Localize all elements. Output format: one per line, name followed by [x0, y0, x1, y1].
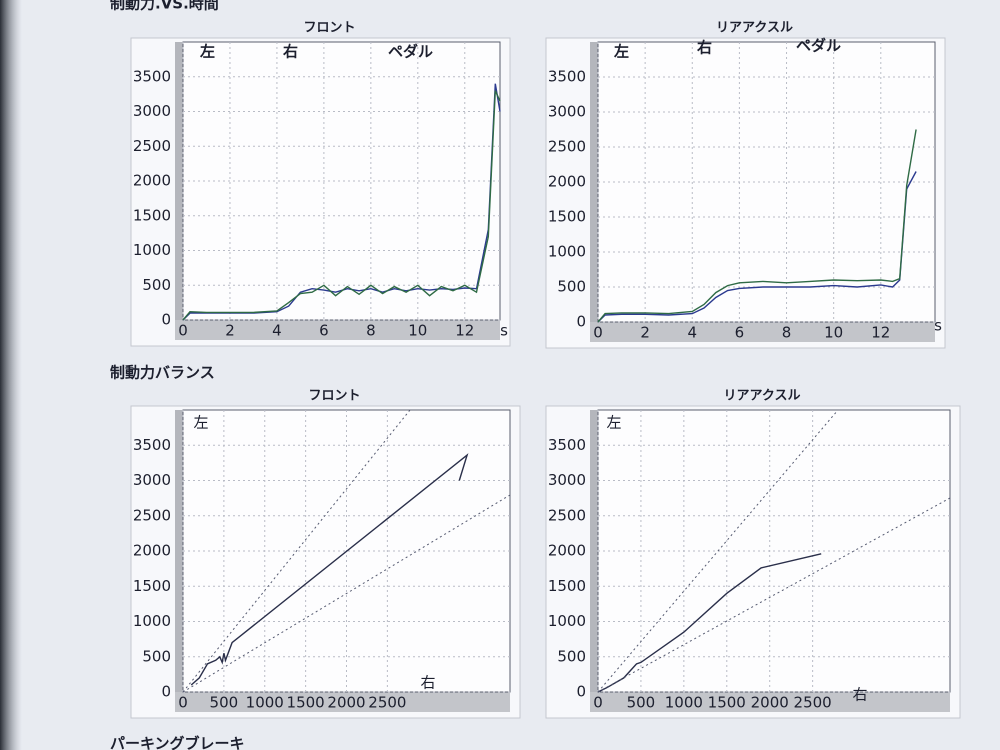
- x-tick-label: 2: [640, 324, 650, 342]
- legend-label: 左: [199, 43, 215, 61]
- y-tick-label: 3500: [548, 436, 586, 454]
- y-tick-label: 2000: [548, 173, 586, 191]
- x-tick-label: 6: [319, 322, 329, 340]
- x-tick-label: 8: [366, 322, 376, 340]
- y-tick-label: 1000: [548, 612, 586, 630]
- y-tick-label: 500: [557, 647, 586, 665]
- x-tick-label: 500: [210, 694, 239, 712]
- x-tick-label: 10: [824, 324, 843, 342]
- y-tick-label: 3000: [133, 102, 171, 120]
- x-tick-label: 1000: [665, 694, 703, 712]
- x-tick-label: 10: [408, 322, 427, 340]
- y-tick-label: 500: [142, 276, 171, 294]
- y-tick-label: 3000: [133, 471, 171, 489]
- axis-strip: [175, 692, 510, 712]
- plot-area: [182, 41, 501, 321]
- y-tick-label: 3500: [133, 67, 171, 85]
- x-axis-label: s: [500, 322, 508, 340]
- axis-strip: [590, 692, 950, 712]
- data-line: [597, 129, 917, 323]
- x-tick-label: 0: [593, 324, 603, 342]
- y-tick-label: 500: [142, 647, 171, 665]
- x-axis-label: 右: [852, 686, 867, 704]
- x-tick-label: 4: [687, 324, 697, 342]
- binder-edge: [0, 0, 22, 750]
- y-tick-label: 1500: [548, 577, 586, 595]
- guide-line: [182, 494, 511, 693]
- x-tick-label: 4: [272, 322, 282, 340]
- x-tick-label: 6: [735, 324, 745, 342]
- y-tick-label: 2500: [548, 138, 586, 156]
- chart-title: リアアクスル: [716, 21, 793, 36]
- y-tick-label: 0: [161, 683, 171, 701]
- y-tick-label: 3000: [548, 103, 586, 121]
- y-tick-label: 1500: [133, 206, 171, 224]
- axis-strip: [590, 322, 935, 342]
- x-tick-label: 12: [871, 324, 890, 342]
- x-tick-label: 0: [593, 694, 603, 712]
- axis-strip: [590, 410, 598, 692]
- guide-line: [182, 409, 411, 693]
- x-axis-label: s: [934, 317, 942, 335]
- section-heading: パーキングブレーキ: [110, 735, 245, 750]
- y-tick-label: 3500: [548, 68, 586, 86]
- chart-title: リアアクスル: [724, 389, 801, 404]
- x-tick-label: 8: [782, 324, 792, 342]
- balance-line: [190, 453, 469, 686]
- y-axis-label: 左: [193, 414, 208, 432]
- x-tick-label: 0: [178, 694, 188, 712]
- legend-label: ペダル: [796, 37, 841, 55]
- y-tick-label: 3500: [133, 436, 171, 454]
- section-heading: 制動力.VS.時間: [110, 0, 219, 13]
- y-tick-label: 1000: [133, 241, 171, 259]
- legend-label: 左: [613, 43, 629, 61]
- balance-guides: [182, 409, 951, 693]
- axis-strip: [175, 410, 183, 692]
- section-heading: 制動力バランス: [110, 364, 215, 382]
- x-tick-label: 2500: [368, 694, 406, 712]
- x-tick-label: 500: [627, 694, 656, 712]
- x-tick-label: 1500: [708, 694, 746, 712]
- y-tick-label: 1500: [133, 577, 171, 595]
- chart-title: フロント: [308, 389, 360, 404]
- data-line: [182, 90, 501, 321]
- x-tick-label: 2000: [751, 694, 789, 712]
- x-tick-label: 12: [455, 322, 474, 340]
- x-tick-label: 2000: [327, 694, 365, 712]
- y-tick-label: 2000: [133, 172, 171, 190]
- chart-title: フロント: [303, 21, 355, 36]
- y-tick-label: 500: [557, 278, 586, 296]
- x-tick-label: 1500: [287, 694, 325, 712]
- legend-label: ペダル: [388, 43, 433, 61]
- x-tick-label: 1000: [246, 694, 284, 712]
- legend-label: 右: [697, 39, 712, 57]
- y-axis-label: 左: [606, 414, 621, 432]
- y-tick-label: 2500: [133, 137, 171, 155]
- guide-line: [597, 497, 951, 693]
- axis-strip: [175, 320, 500, 340]
- x-tick-label: 2: [225, 322, 235, 340]
- y-tick-label: 2000: [133, 542, 171, 560]
- legend-label: 右: [283, 43, 298, 61]
- y-tick-label: 0: [576, 313, 586, 331]
- data-line: [597, 171, 917, 323]
- axis-strip: [175, 42, 183, 320]
- y-tick-label: 1000: [548, 243, 586, 261]
- y-tick-label: 1000: [133, 612, 171, 630]
- y-tick-label: 2000: [548, 542, 586, 560]
- x-axis-label: 右: [420, 674, 435, 692]
- y-tick-label: 0: [161, 311, 171, 329]
- x-tick-label: 2500: [794, 694, 832, 712]
- y-tick-label: 0: [576, 683, 586, 701]
- y-tick-label: 2500: [548, 506, 586, 524]
- x-tick-label: 0: [178, 322, 188, 340]
- y-tick-label: 2500: [133, 506, 171, 524]
- y-tick-label: 3000: [548, 471, 586, 489]
- y-tick-label: 1500: [548, 208, 586, 226]
- guide-line: [597, 409, 839, 693]
- axis-strip: [590, 42, 598, 322]
